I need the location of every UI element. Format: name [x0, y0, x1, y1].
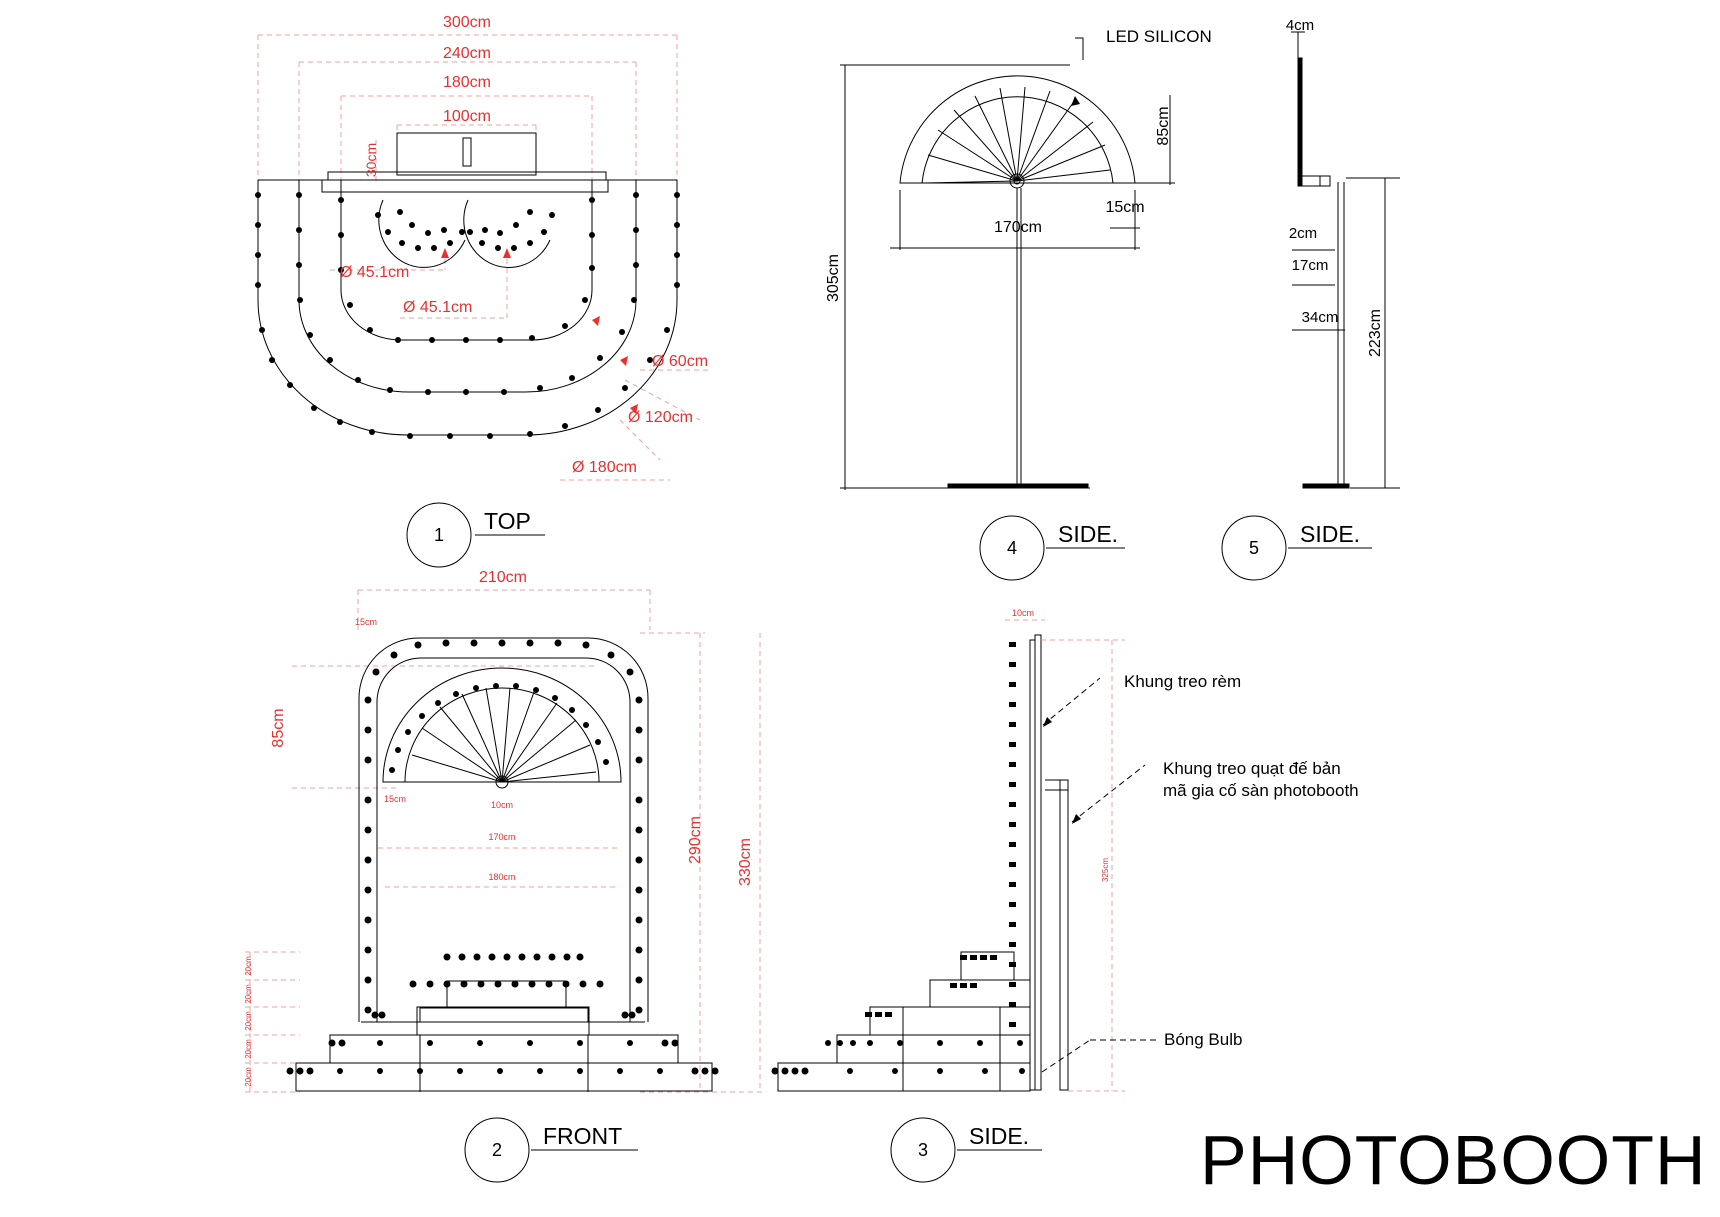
top-dim-180: 180cm	[443, 74, 491, 91]
sheet-title: PHOTOBOOTH	[1200, 1121, 1707, 1199]
side4-structure	[840, 37, 1175, 490]
front-dim-15b: 15cm	[384, 794, 406, 804]
side3-dim-guides	[1005, 619, 1125, 1092]
top-dim-arrows	[441, 248, 638, 414]
side4-view-label: 4 SIDE.	[979, 515, 1125, 581]
front-bulbs	[286, 639, 719, 1075]
side3-dim-325: 325cm	[1101, 858, 1110, 882]
front-dim-290: 290cm	[687, 816, 704, 864]
top-view-title: TOP	[484, 508, 531, 534]
front-view: 210cm 15cm 85cm 15cm 10cm 170cm 180cm 29…	[244, 569, 765, 1183]
front-dim-step-2: 20cm	[244, 984, 253, 1004]
side3-view-number: 3	[918, 1140, 928, 1160]
front-dim-330: 330cm	[737, 838, 754, 886]
front-structure	[295, 637, 713, 1092]
top-dim-30: 30cm	[363, 143, 379, 177]
side3-view: 10cm 325cm Khung treo rèm Khung treo quạ…	[771, 608, 1359, 1183]
side5-view-label: 5 SIDE.	[1221, 515, 1372, 581]
side5-view-title: SIDE.	[1300, 521, 1360, 547]
side3-view-title: SIDE.	[969, 1123, 1029, 1149]
top-view-label: 1 TOP	[406, 502, 545, 568]
front-dim-step-3: 20cm	[244, 1011, 253, 1031]
side5-view-number: 5	[1249, 538, 1259, 558]
side5-dim-223: 223cm	[1367, 309, 1384, 357]
side3-dim-10: 10cm	[1012, 608, 1034, 618]
side4-view-title: SIDE.	[1058, 521, 1118, 547]
front-dim-10: 10cm	[491, 800, 513, 810]
side4-dim-305: 305cm	[825, 254, 842, 302]
side4-led-label: LED SILICON	[1106, 27, 1212, 46]
side5-dim-4: 4cm	[1286, 17, 1314, 34]
side3-view-label: 3 SIDE.	[890, 1117, 1042, 1183]
front-view-label: 2 FRONT	[464, 1117, 638, 1183]
top-dim-r180: Ø 180cm	[572, 459, 637, 476]
side5-structure	[1291, 31, 1400, 489]
side5-dim-17: 17cm	[1292, 257, 1329, 274]
side4-dim-170: 170cm	[994, 219, 1042, 236]
front-dim-step-5: 20cm	[244, 1067, 253, 1087]
side5-dim-2: 2cm	[1289, 225, 1317, 242]
front-dim-180: 180cm	[488, 872, 515, 882]
front-dim-170: 170cm	[488, 832, 515, 842]
side3-structure	[777, 634, 1069, 1092]
top-view-number: 1	[434, 525, 444, 545]
side3-leader-arrows	[1043, 717, 1081, 824]
top-dim-r120: Ø 120cm	[628, 409, 693, 426]
side4-dim-15: 15cm	[1105, 199, 1144, 216]
side3-note-curtain: Khung treo rèm	[1124, 672, 1241, 691]
top-dim-dia-a: Ø 45.1cm	[340, 264, 409, 281]
top-dim-dia-b: Ø 45.1cm	[403, 299, 472, 316]
front-fan-ribs	[408, 687, 597, 783]
front-dim-guides	[245, 589, 765, 1093]
side3-bulbs	[771, 642, 1025, 1075]
side4-view: LED SILICON 85cm 170cm 15cm 305cm 4 SIDE…	[825, 27, 1212, 581]
side4-view-number: 4	[1007, 538, 1017, 558]
side3-note-fan-1: Khung treo quạt đế bản	[1163, 759, 1341, 778]
top-dim-240: 240cm	[443, 45, 491, 62]
front-dim-210: 210cm	[479, 569, 527, 586]
front-view-title: FRONT	[543, 1123, 622, 1149]
top-dim-300: 300cm	[443, 14, 491, 31]
top-dim-100: 100cm	[443, 108, 491, 125]
side3-note-bulb: Bóng Bulb	[1164, 1030, 1242, 1049]
side5-view: 4cm 2cm 17cm 34cm 223cm 5 SIDE.	[1221, 17, 1400, 581]
side3-note-fan-2: mã gia cố sàn photobooth	[1163, 781, 1359, 800]
side4-fan-ribs	[924, 86, 1111, 184]
top-view: 300cm 240cm 180cm 100cm 30cm Ø 45.1cm Ø …	[255, 14, 710, 568]
side4-dim-85: 85cm	[1155, 106, 1172, 145]
top-dim-r60: Ø 60cm	[652, 353, 708, 370]
side4-led-arrow	[1071, 96, 1080, 106]
side5-dim-34: 34cm	[1302, 309, 1339, 326]
front-view-number: 2	[492, 1140, 502, 1160]
front-dim-step-4: 20cm	[244, 1039, 253, 1059]
front-dim-15: 15cm	[355, 617, 377, 627]
front-dim-step-1: 20cm	[244, 956, 253, 976]
side3-leaders	[1041, 677, 1146, 1073]
front-dim-85: 85cm	[270, 708, 287, 747]
top-bulbs	[255, 192, 680, 439]
